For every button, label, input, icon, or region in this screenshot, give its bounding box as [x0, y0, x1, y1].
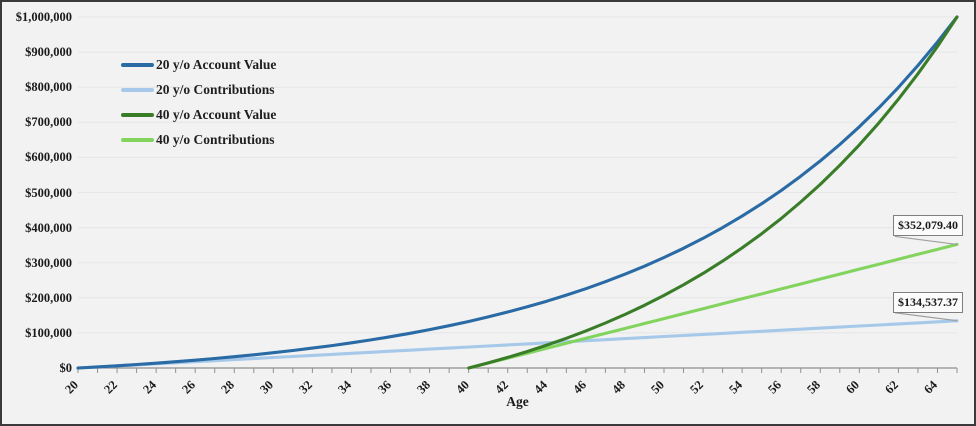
series-line-40-y-o-contributions: [467, 242, 959, 370]
legend-item-40yo-account-value: 40 y/o Account Value: [121, 102, 276, 127]
legend-line-swatch: [121, 62, 154, 67]
y-axis-tick-label: $300,000: [25, 255, 72, 270]
y-axis-tick-label: $1,000,000: [15, 10, 72, 24]
series-line-40-y-o-account-value: [467, 15, 959, 370]
y-axis-tick-label: $200,000: [25, 290, 72, 305]
y-axis-tick-label: $900,000: [25, 45, 72, 60]
legend-item-20yo-contributions: 20 y/o Contributions: [121, 77, 276, 102]
legend-label: 20 y/o Account Value: [156, 56, 277, 72]
series-line-20-y-o-contributions: [76, 319, 959, 370]
legend-line-swatch: [121, 112, 154, 117]
y-axis-tick-label: $400,000: [25, 220, 72, 235]
y-axis-tick-label: $700,000: [25, 115, 72, 130]
data-label-value: $134,537.37: [898, 294, 958, 309]
chart-legend: 20 y/o Account Value 20 y/o Contribution…: [121, 52, 276, 152]
data-label-value: $352,079.40: [898, 218, 958, 233]
callout-leader-line: [894, 312, 958, 322]
y-axis-tick-label: $600,000: [25, 150, 72, 165]
y-axis-tick-label: $800,000: [25, 80, 72, 95]
legend-item-40yo-contributions: 40 y/o Contributions: [121, 127, 276, 152]
y-axis-tick-label: $500,000: [25, 185, 72, 200]
y-axis-tick-label: $0: [59, 361, 73, 375]
legend-label: 20 y/o Contributions: [156, 81, 275, 97]
legend-line-swatch: [121, 137, 154, 142]
legend-label: 40 y/o Contributions: [156, 131, 275, 147]
callout-leader-line: [894, 235, 958, 246]
legend-line-swatch: [121, 87, 154, 92]
series-line-20-y-o-account-value: [76, 15, 959, 370]
legend-label: 40 y/o Account Value: [156, 106, 277, 122]
x-axis-title: Age: [506, 394, 529, 409]
legend-item-20yo-account-value: 20 y/o Account Value: [121, 52, 276, 77]
data-label-callout-40yo-contributions: $352,079.40: [893, 215, 963, 237]
y-axis-tick-label: $100,000: [25, 325, 72, 340]
data-label-callout-20yo-contributions: $134,537.37: [893, 291, 963, 313]
